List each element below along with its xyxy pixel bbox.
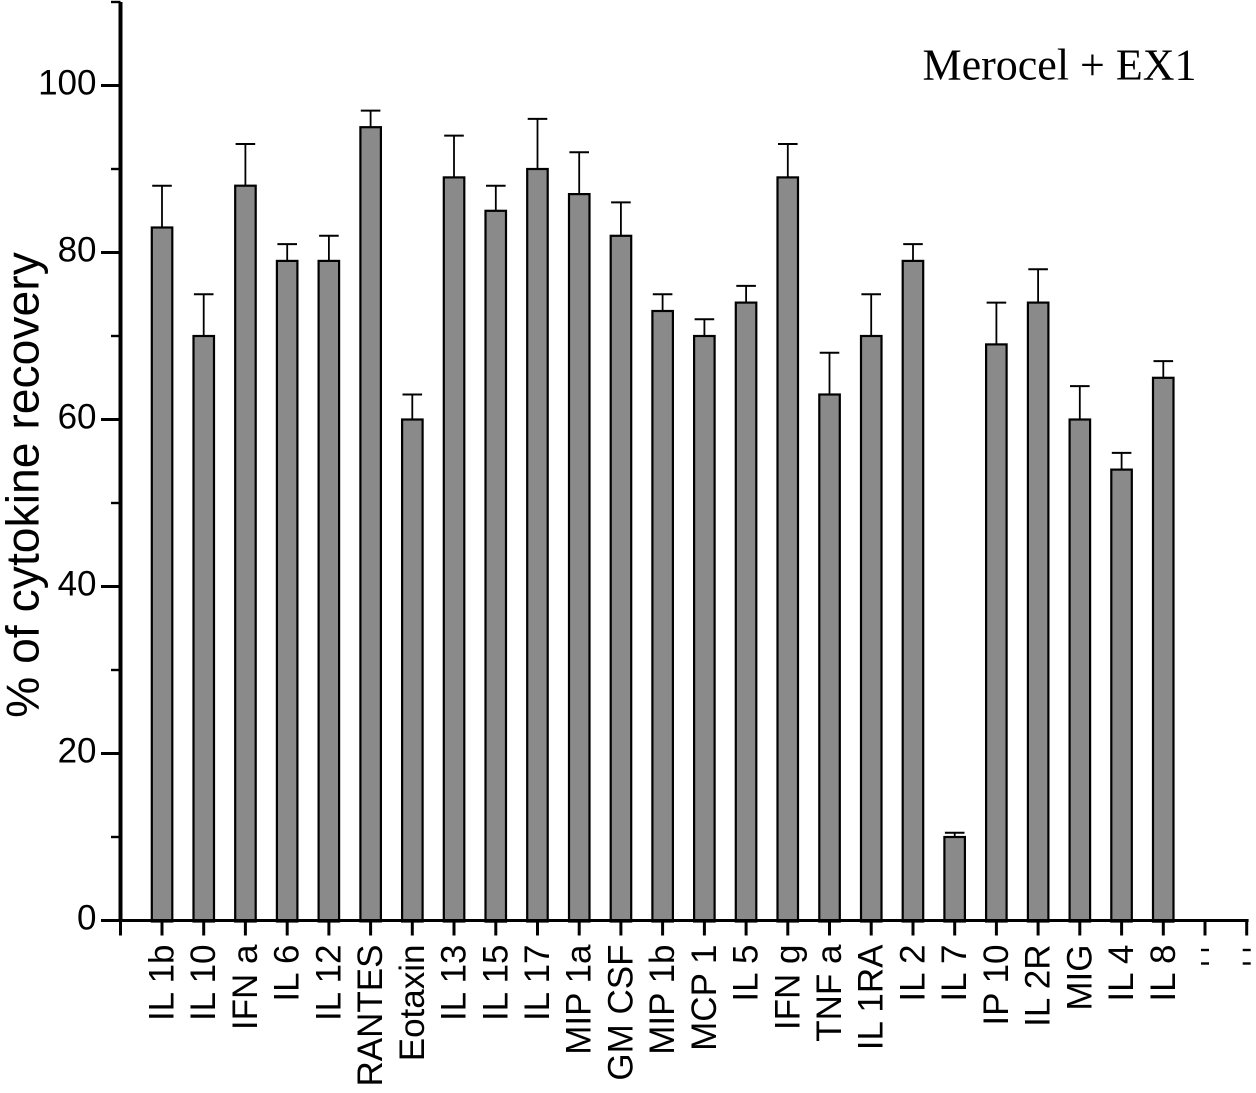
svg-text:MIP 1a: MIP 1a <box>560 944 599 1055</box>
svg-text:80: 80 <box>58 231 97 270</box>
svg-text:0: 0 <box>77 899 96 938</box>
svg-text:IL 12: IL 12 <box>309 945 348 1022</box>
svg-text:IP 10: IP 10 <box>977 945 1016 1026</box>
svg-text:IL 4: IL 4 <box>1102 945 1141 1002</box>
svg-text:IFN a: IFN a <box>226 944 265 1030</box>
svg-text:IL 2R: IL 2R <box>1019 945 1058 1027</box>
svg-text:IFN g: IFN g <box>768 945 807 1031</box>
svg-text:IL 13: IL 13 <box>435 945 474 1022</box>
svg-text:IL 8: IL 8 <box>1144 945 1183 1002</box>
svg-text:IL 7: IL 7 <box>935 945 974 1002</box>
svg-text:GM CSF: GM CSF <box>601 945 640 1081</box>
svg-text:IL 2: IL 2 <box>894 945 933 1002</box>
svg-text:TNF a: TNF a <box>810 944 849 1042</box>
svg-text:IL 1RA: IL 1RA <box>852 944 891 1050</box>
svg-text:40: 40 <box>58 565 97 604</box>
svg-text:IL 15: IL 15 <box>476 945 515 1022</box>
svg-text:IL 5: IL 5 <box>727 945 766 1002</box>
svg-text:MCP 1: MCP 1 <box>685 945 724 1051</box>
svg-text:Eotaxin: Eotaxin <box>393 945 432 1062</box>
svg-text:IL 17: IL 17 <box>518 945 557 1022</box>
svg-text:MIP 1b: MIP 1b <box>643 945 682 1055</box>
svg-text:IL 6: IL 6 <box>268 945 307 1002</box>
svg-text:60: 60 <box>58 398 97 437</box>
svg-text:Merocel + EX1: Merocel + EX1 <box>922 41 1196 90</box>
svg-text:RANTES: RANTES <box>351 945 390 1087</box>
svg-text:MIG: MIG <box>1060 945 1099 1011</box>
svg-text:100: 100 <box>38 64 96 103</box>
svg-text:IL 1b: IL 1b <box>143 945 182 1022</box>
svg-text:IL 10: IL 10 <box>184 945 223 1022</box>
svg-text:20: 20 <box>58 732 97 771</box>
svg-text:% of cytokine recovery: % of cytokine recovery <box>0 251 49 718</box>
